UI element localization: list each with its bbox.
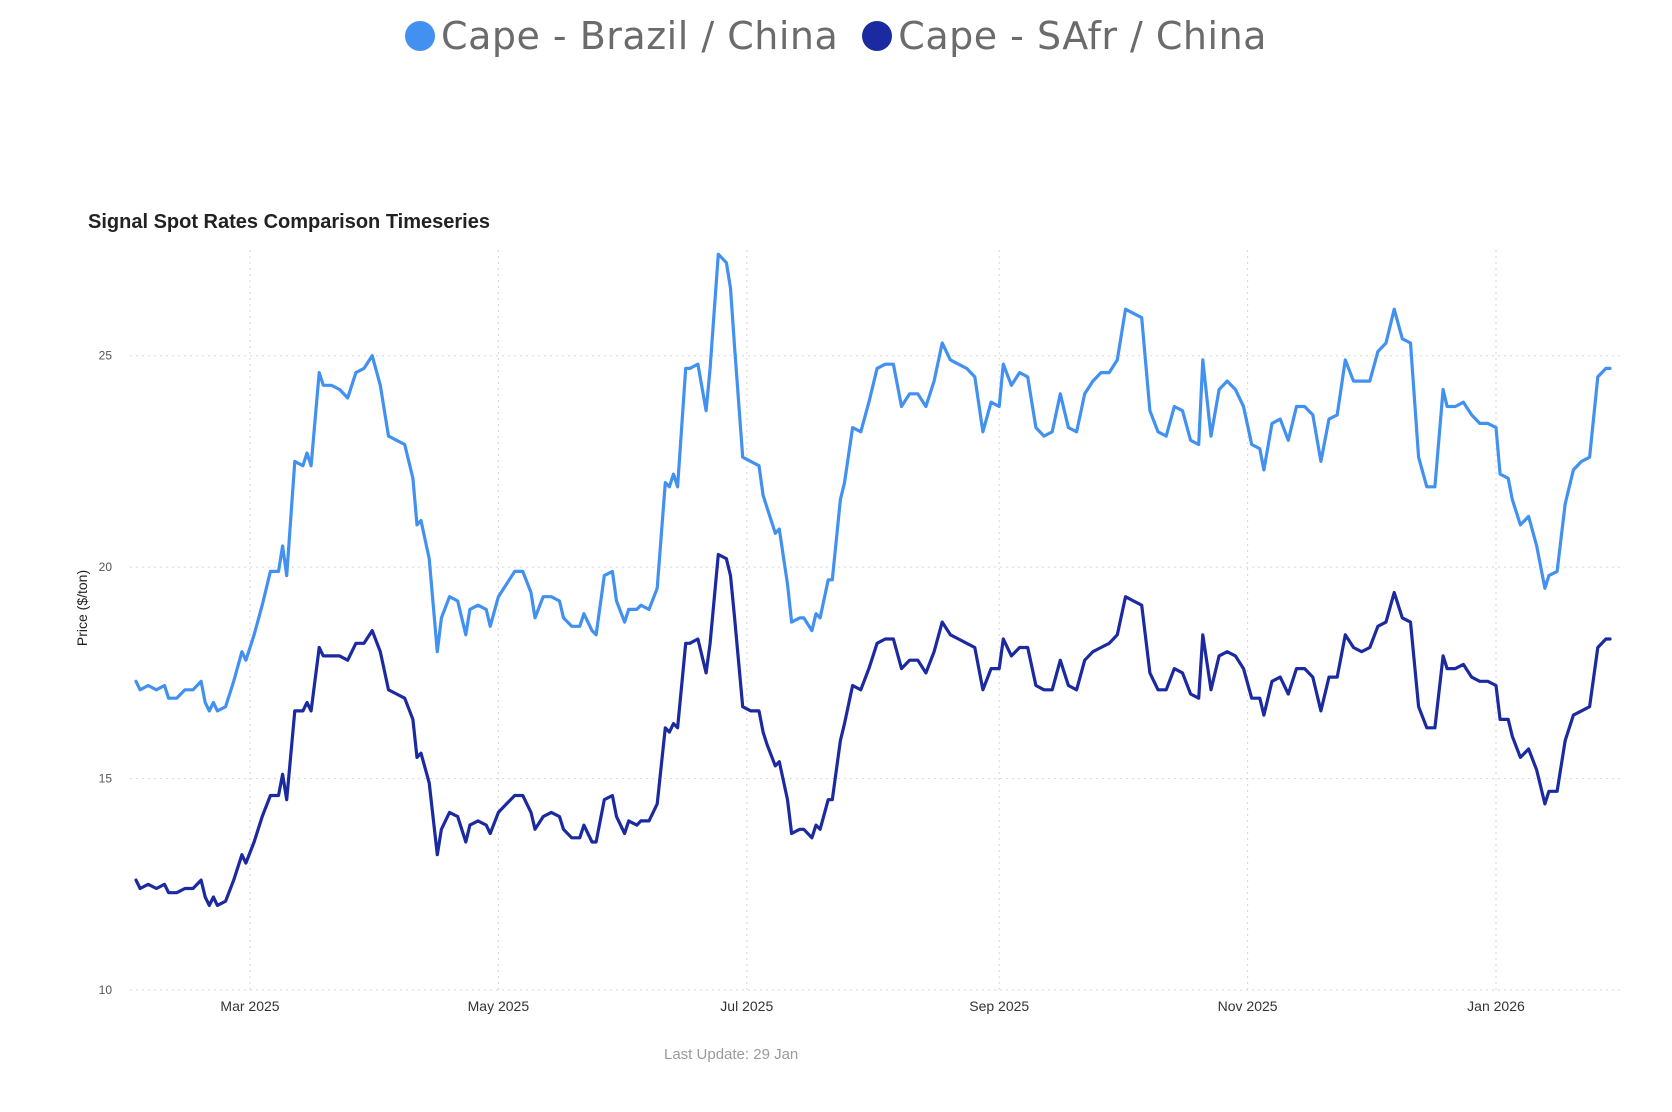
- x-tick-label: Mar 2025: [220, 998, 279, 1014]
- grid-lines: [130, 250, 1620, 991]
- y-tick-label: 25: [99, 349, 113, 363]
- x-tick-label: Sep 2025: [969, 998, 1029, 1014]
- x-axis-ticks: Mar 2025 May 2025 Jul 2025 Sep 2025 Nov 2025…: [220, 998, 1525, 1014]
- series-line-brazil-china[interactable]: [134, 252, 1612, 713]
- chart-legend: Cape - Brazil / China Cape - SAfr / Chin…: [0, 14, 1672, 58]
- legend-item-safr-china[interactable]: Cape - SAfr / China: [862, 14, 1267, 58]
- y-tick-label: 20: [99, 560, 113, 574]
- x-tick-label: Jan 2026: [1467, 998, 1525, 1014]
- legend-label-safr-china: Cape - SAfr / China: [898, 14, 1267, 58]
- y-tick-label: 10: [99, 983, 113, 997]
- legend-marker-brazil-china-icon: [405, 21, 436, 51]
- y-axis-ticks: 10 15 20 25: [99, 349, 113, 997]
- x-tick-label: Jul 2025: [720, 998, 773, 1014]
- last-update-text: Last Update: 29 Jan: [664, 1046, 799, 1063]
- y-axis-label: Price ($/ton): [74, 570, 90, 646]
- chart-title: Signal Spot Rates Comparison Timeseries: [88, 211, 490, 233]
- x-tick-label: Nov 2025: [1218, 998, 1278, 1014]
- legend-marker-safr-china-icon: [862, 21, 893, 51]
- series-line-safr-china[interactable]: [134, 552, 1612, 907]
- x-tick-label: May 2025: [468, 998, 530, 1014]
- series-lines: [134, 252, 1612, 907]
- legend-label-brazil-china: Cape - Brazil / China: [441, 14, 839, 58]
- legend-item-brazil-china[interactable]: Cape - Brazil / China: [405, 14, 838, 58]
- y-tick-label: 15: [99, 772, 113, 786]
